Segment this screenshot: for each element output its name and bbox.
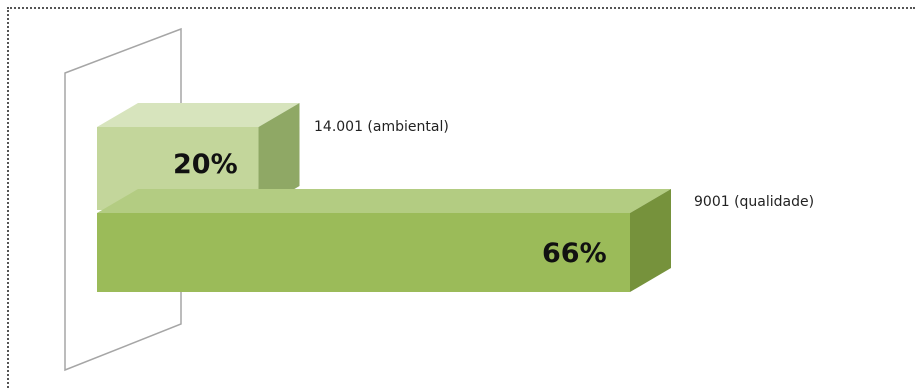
- bar-2-front: [97, 213, 630, 292]
- bar-2-top: [97, 189, 671, 213]
- bar-1-side: [258, 103, 300, 210]
- bar-value-label: 20%: [173, 149, 238, 180]
- bars-group: [97, 103, 671, 292]
- category-label: 14.001 (ambiental): [314, 119, 449, 135]
- bar-2-side: [630, 189, 671, 292]
- bar-1-top: [97, 103, 300, 127]
- bar-2: [97, 189, 671, 292]
- chart-border: [7, 7, 915, 388]
- bar-value-label: 66%: [542, 238, 607, 269]
- category-label: 9001 (qualidade): [694, 194, 814, 210]
- labels-group: 20% 14.001 (ambiental) 66% 9001 (qualidade): [173, 119, 814, 269]
- bar-1: [97, 103, 300, 210]
